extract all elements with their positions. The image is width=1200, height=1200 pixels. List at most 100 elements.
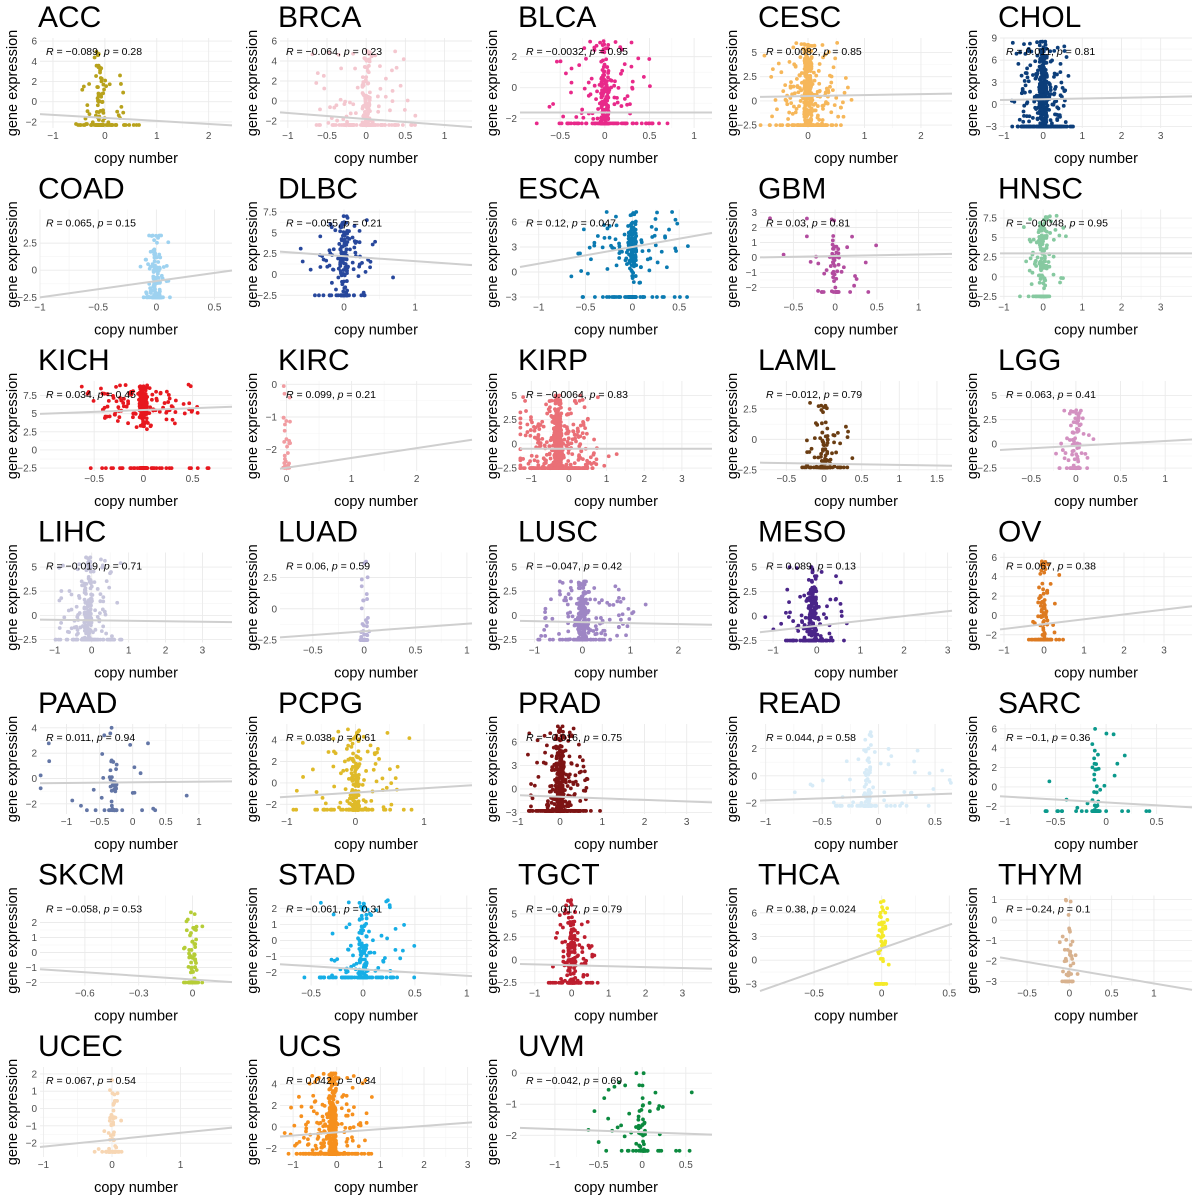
scatter-point [602,236,607,240]
scatter-point [138,466,142,470]
scatter-point [353,111,358,115]
scatter-point [613,584,618,589]
correlation-annotation: R = −0.0048, p = 0.95 [1006,218,1108,230]
scatter-point [99,92,104,96]
scatter-point [617,256,622,260]
data-points [536,579,648,642]
panel-title: BLCA [518,1,596,34]
x-tick-label: 2 [641,474,647,485]
scatter-point [357,264,362,269]
scatter-point [169,404,174,409]
scatter-point [831,234,836,238]
scatter-point [539,634,544,638]
y-tick-label: 5 [511,391,517,402]
y-axis-label: gene expression [725,373,741,479]
scatter-point [334,287,338,292]
scatter-point [1016,124,1020,129]
data-points [1054,408,1096,470]
x-tick-label: 0 [341,303,347,314]
scatter-point [363,270,368,274]
scatter-point [338,247,343,252]
scatter-point [537,427,542,431]
scatter-point [582,86,587,91]
data-points [800,400,855,470]
scatter-point [618,295,623,299]
scatter-point [518,425,523,430]
scatter-point [592,460,596,465]
scatter-point [121,110,126,115]
scatter-point [804,87,809,91]
scatter-point [850,456,855,461]
scatter-point [94,123,99,127]
scatter-point [368,259,373,264]
scatter-point [570,437,575,442]
scatter-point [87,82,92,86]
scatter-point [344,293,349,298]
scatter-point [1073,416,1078,421]
scatter-point [597,600,602,605]
scatter-point [789,80,793,85]
scatter-point [348,247,352,252]
correlation-annotation: R = 0.06, p = 0.59 [286,561,370,573]
scatter-point [1059,124,1064,129]
scatter-point [811,465,816,470]
scatter-point [639,121,644,126]
scatter-point [633,253,638,258]
scatter-point [78,123,82,127]
scatter-point [536,432,541,437]
x-tick-label: 0.5 [1114,474,1128,485]
panel-title: ACC [38,1,101,34]
scatter-point [148,405,153,410]
x-tick-label: 1 [628,646,634,657]
scatter-point [569,90,573,95]
scatter-point [330,280,334,285]
scatter-point [625,262,629,266]
scatter-point [59,620,64,625]
scatter-point [558,412,563,417]
regression-line [39,618,233,624]
scatter-point [603,100,608,105]
scatter-point [357,240,362,245]
scatter-point [370,242,375,247]
scatter-point [809,446,814,451]
scatter-point [601,65,606,69]
scatter-point [89,600,93,605]
scatter-point [599,631,604,636]
scatter-point [534,121,539,126]
x-axis-label: copy number [94,494,178,510]
scatter-point [594,457,599,462]
scatter-point [105,414,109,419]
scatter-point [518,416,523,421]
scatter-point [1038,99,1043,104]
scatter-point [103,78,108,83]
scatter-point [131,466,136,470]
scatter-point [629,40,634,45]
scatter-point [82,611,87,615]
scatter-point [602,69,607,74]
scatter-point [1028,41,1032,46]
scatter-point [839,123,843,127]
scatter-point [582,435,586,440]
scatter-point [1074,452,1079,457]
scatter-point [101,599,106,604]
scatter-point [837,465,842,470]
x-axis-label: copy number [334,494,418,510]
scatter-point [101,119,105,123]
scatter-point [591,452,596,457]
scatter-point [577,613,582,618]
y-axis-label: gene expression [5,201,21,307]
scatter-point [624,633,628,638]
scatter-point [576,586,581,591]
panel-title: KICH [38,344,110,377]
scatter-point [139,415,143,420]
scatter-point [133,411,138,416]
scatter-point [646,248,651,253]
scatter-point [343,262,348,266]
scatter-point [366,123,371,127]
x-axis-label: copy number [574,151,658,167]
scatter-point [817,123,822,127]
scatter-point [77,593,81,598]
panel-lihc: −1 0 1 2 3−2.502.55 R = −0.019, p = 0.71LIHCc… [5,516,233,682]
scatter-point [1028,256,1033,261]
scatter-point [830,242,835,247]
